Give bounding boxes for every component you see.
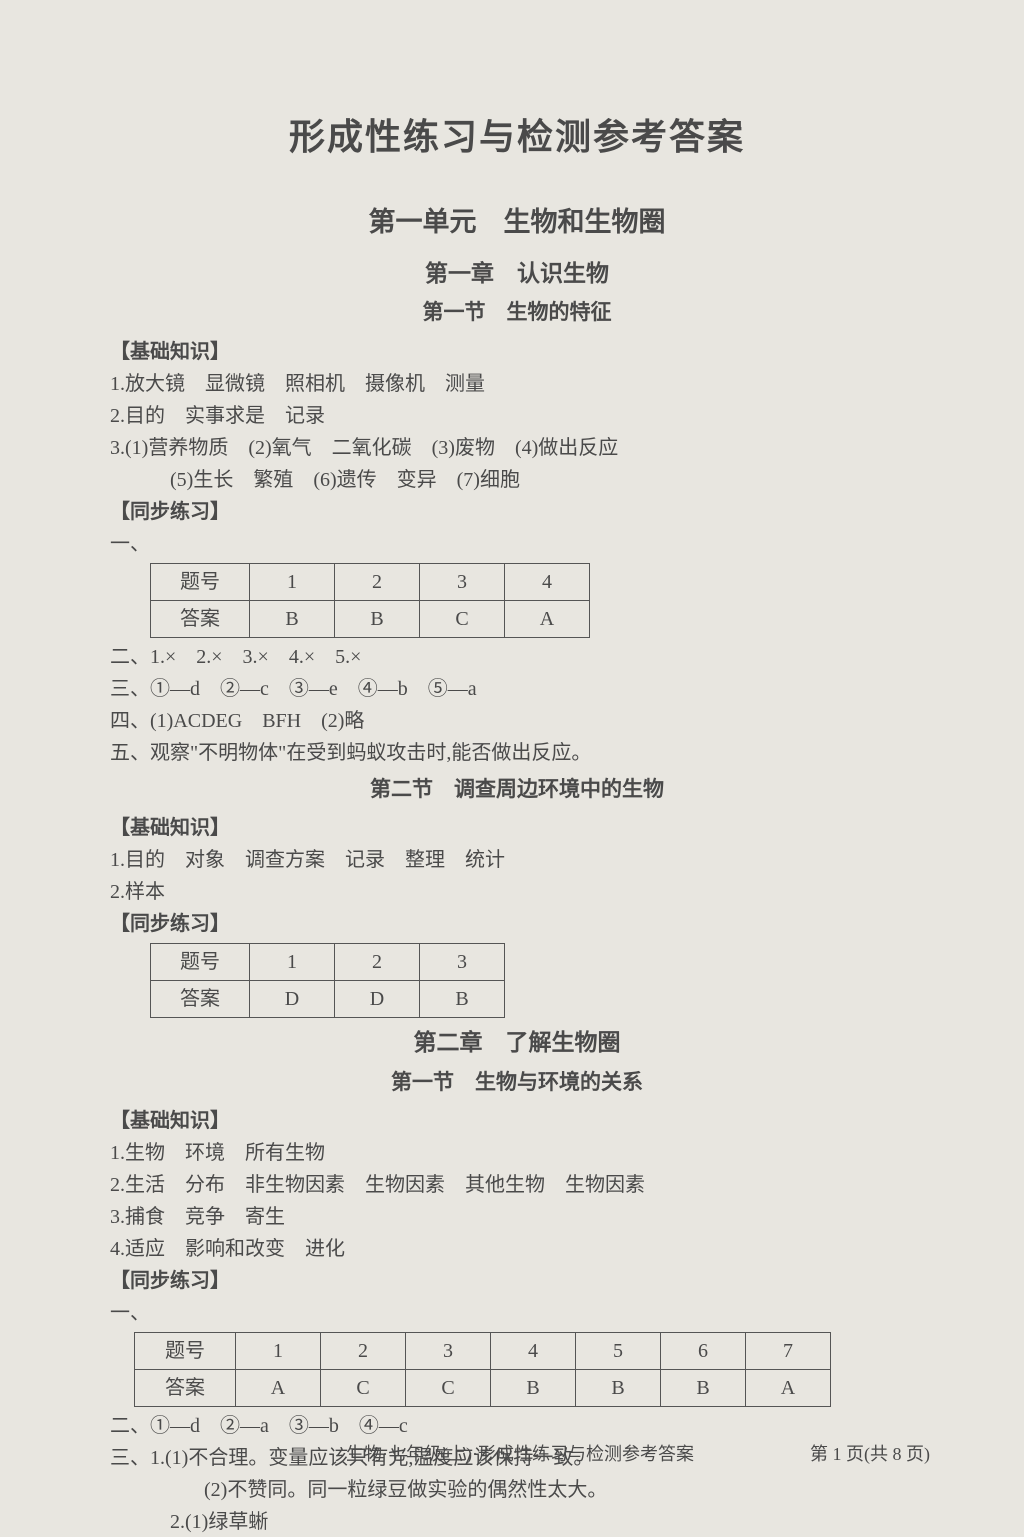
sync-practice-label: 【同步练习】 (110, 1266, 924, 1296)
text-line: 五、观察"不明物体"在受到蚂蚁攻击时,能否做出反应。 (110, 738, 924, 768)
table-cell: D (250, 981, 335, 1018)
table-row: 题号 1 2 3 (151, 944, 505, 981)
sync-practice-label: 【同步练习】 (110, 909, 924, 939)
table-row: 答案 B B C A (151, 600, 590, 637)
table-cell: 3 (420, 563, 505, 600)
table-cell: 答案 (151, 600, 250, 637)
table-cell: 4 (491, 1333, 576, 1370)
table-cell: 3 (420, 944, 505, 981)
text-line: 2.样本 (110, 877, 924, 907)
table-cell: 4 (505, 563, 590, 600)
table-cell: C (406, 1370, 491, 1407)
table-cell: A (236, 1370, 321, 1407)
table-cell: 1 (250, 944, 335, 981)
table-cell: B (576, 1370, 661, 1407)
text-line: 三、①—d ②—c ③—e ④—b ⑤—a (110, 674, 924, 704)
text-line: 二、1.× 2.× 3.× 4.× 5.× (110, 642, 924, 672)
table-cell: 题号 (151, 944, 250, 981)
text-line: 1.目的 对象 调查方案 记录 整理 统计 (110, 845, 924, 875)
footer-center-text: 生物·七年级(上)·形成性练习与检测参考答案 (346, 1444, 694, 1464)
table-cell: B (661, 1370, 746, 1407)
chapter-1-title: 第一章 认识生物 (110, 257, 924, 292)
table-row: 答案 D D B (151, 981, 505, 1018)
answer-table-ch1s2: 题号 1 2 3 答案 D D B (150, 943, 505, 1018)
text-line: (5)生长 繁殖 (6)遗传 变异 (7)细胞 (170, 465, 924, 495)
table-cell: B (420, 981, 505, 1018)
text-line: 1.生物 环境 所有生物 (110, 1138, 924, 1168)
text-line: 3.捕食 竞争 寄生 (110, 1202, 924, 1232)
main-title: 形成性练习与检测参考答案 (110, 110, 924, 164)
answer-table-ch2s1: 题号 1 2 3 4 5 6 7 答案 A C C B B B A (134, 1332, 831, 1407)
ch1-s1-title: 第一节 生物的特征 (110, 297, 924, 329)
text-line: 1.放大镜 显微镜 照相机 摄像机 测量 (110, 369, 924, 399)
sync-practice-label: 【同步练习】 (110, 497, 924, 527)
text-line: 四、(1)ACDEG BFH (2)略 (110, 706, 924, 736)
text-line: 4.适应 影响和改变 进化 (110, 1234, 924, 1264)
table-cell: B (491, 1370, 576, 1407)
table-cell: 3 (406, 1333, 491, 1370)
table-cell: 7 (746, 1333, 831, 1370)
text-line: (2)不赞同。同一粒绿豆做实验的偶然性太大。 (204, 1475, 924, 1505)
table-cell: C (321, 1370, 406, 1407)
text-line: 二、①—d ②—a ③—b ④—c (110, 1411, 924, 1441)
table-cell: A (746, 1370, 831, 1407)
chapter-2-title: 第二章 了解生物圈 (110, 1026, 924, 1061)
table-cell: 2 (335, 563, 420, 600)
table-cell: 2 (335, 944, 420, 981)
table-row: 题号 1 2 3 4 (151, 563, 590, 600)
table-cell: 1 (250, 563, 335, 600)
basic-knowledge-label: 【基础知识】 (110, 1106, 924, 1136)
page-footer: 生物·七年级(上)·形成性练习与检测参考答案 第 1 页(共 8 页) (110, 1441, 930, 1468)
table-row: 答案 A C C B B B A (135, 1370, 831, 1407)
text-line: 一、 (110, 1298, 924, 1328)
ch1-s2-title: 第二节 调查周边环境中的生物 (110, 774, 924, 806)
table-cell: 5 (576, 1333, 661, 1370)
text-line: 3.(1)营养物质 (2)氧气 二氧化碳 (3)废物 (4)做出反应 (110, 433, 924, 463)
table-cell: D (335, 981, 420, 1018)
unit-title: 第一单元 生物和生物圈 (110, 202, 924, 243)
table-cell: 题号 (135, 1333, 236, 1370)
table-cell: 题号 (151, 563, 250, 600)
text-line: 2.生活 分布 非生物因素 生物因素 其他生物 生物因素 (110, 1170, 924, 1200)
ch2-s1-title: 第一节 生物与环境的关系 (110, 1067, 924, 1099)
footer-page-number: 第 1 页(共 8 页) (810, 1441, 930, 1468)
answer-table-ch1s1: 题号 1 2 3 4 答案 B B C A (150, 563, 590, 638)
text-line: 一、 (110, 529, 924, 559)
text-line: 2.目的 实事求是 记录 (110, 401, 924, 431)
table-cell: B (250, 600, 335, 637)
basic-knowledge-label: 【基础知识】 (110, 337, 924, 367)
table-cell: A (505, 600, 590, 637)
table-cell: C (420, 600, 505, 637)
table-row: 题号 1 2 3 4 5 6 7 (135, 1333, 831, 1370)
basic-knowledge-label: 【基础知识】 (110, 813, 924, 843)
table-cell: 答案 (151, 981, 250, 1018)
table-cell: 1 (236, 1333, 321, 1370)
table-cell: B (335, 600, 420, 637)
table-cell: 2 (321, 1333, 406, 1370)
table-cell: 6 (661, 1333, 746, 1370)
table-cell: 答案 (135, 1370, 236, 1407)
